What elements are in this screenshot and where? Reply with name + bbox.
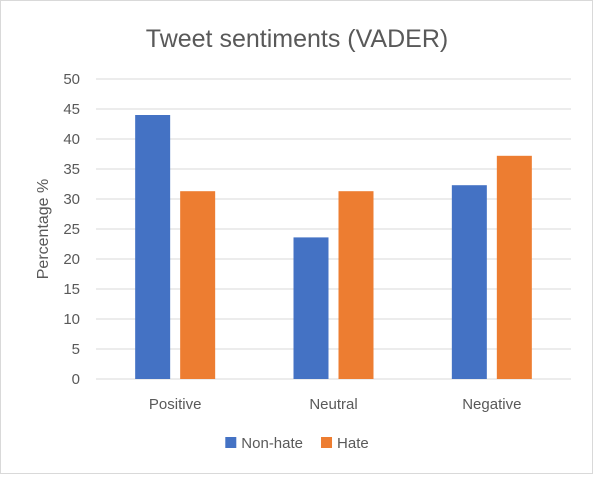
- y-tick-label: 0: [72, 371, 80, 388]
- bar-hate-negative: [496, 155, 532, 379]
- bar-hate-positive: [180, 191, 216, 379]
- x-tick-labels: Positive Neutral Negative: [149, 396, 522, 413]
- y-tick-label: 10: [63, 311, 80, 328]
- bar-hate-neutral: [338, 191, 374, 379]
- y-tick-label: 40: [63, 131, 80, 148]
- y-tick-label: 25: [63, 221, 80, 238]
- y-tick-labels: 0 5 10 15 20 25 30 35 40 45 50: [63, 71, 80, 388]
- y-axis-label: Percentage %: [35, 179, 52, 280]
- y-tick-label: 5: [72, 341, 80, 358]
- bars: [135, 115, 532, 379]
- legend-label: Non-hate: [241, 435, 303, 452]
- legend-swatch: [225, 437, 237, 448]
- gridlines: [96, 78, 571, 380]
- legend: Non-hate Hate: [225, 435, 369, 452]
- y-tick-label: 30: [63, 191, 80, 208]
- y-tick-label: 45: [63, 101, 80, 118]
- x-tick-label: Negative: [462, 396, 521, 413]
- x-tick-label: Positive: [149, 396, 202, 413]
- bar-non-hate-neutral: [293, 237, 329, 379]
- y-tick-label: 35: [63, 161, 80, 178]
- y-tick-label: 15: [63, 281, 80, 298]
- bar-non-hate-positive: [135, 115, 171, 379]
- y-tick-label: 20: [63, 251, 80, 268]
- bar-non-hate-negative: [451, 185, 487, 379]
- y-tick-label: 50: [63, 71, 80, 88]
- chart-title: Tweet sentiments (VADER): [146, 25, 448, 53]
- legend-swatch: [321, 437, 333, 448]
- legend-label: Hate: [337, 435, 369, 452]
- x-tick-label: Neutral: [309, 396, 357, 413]
